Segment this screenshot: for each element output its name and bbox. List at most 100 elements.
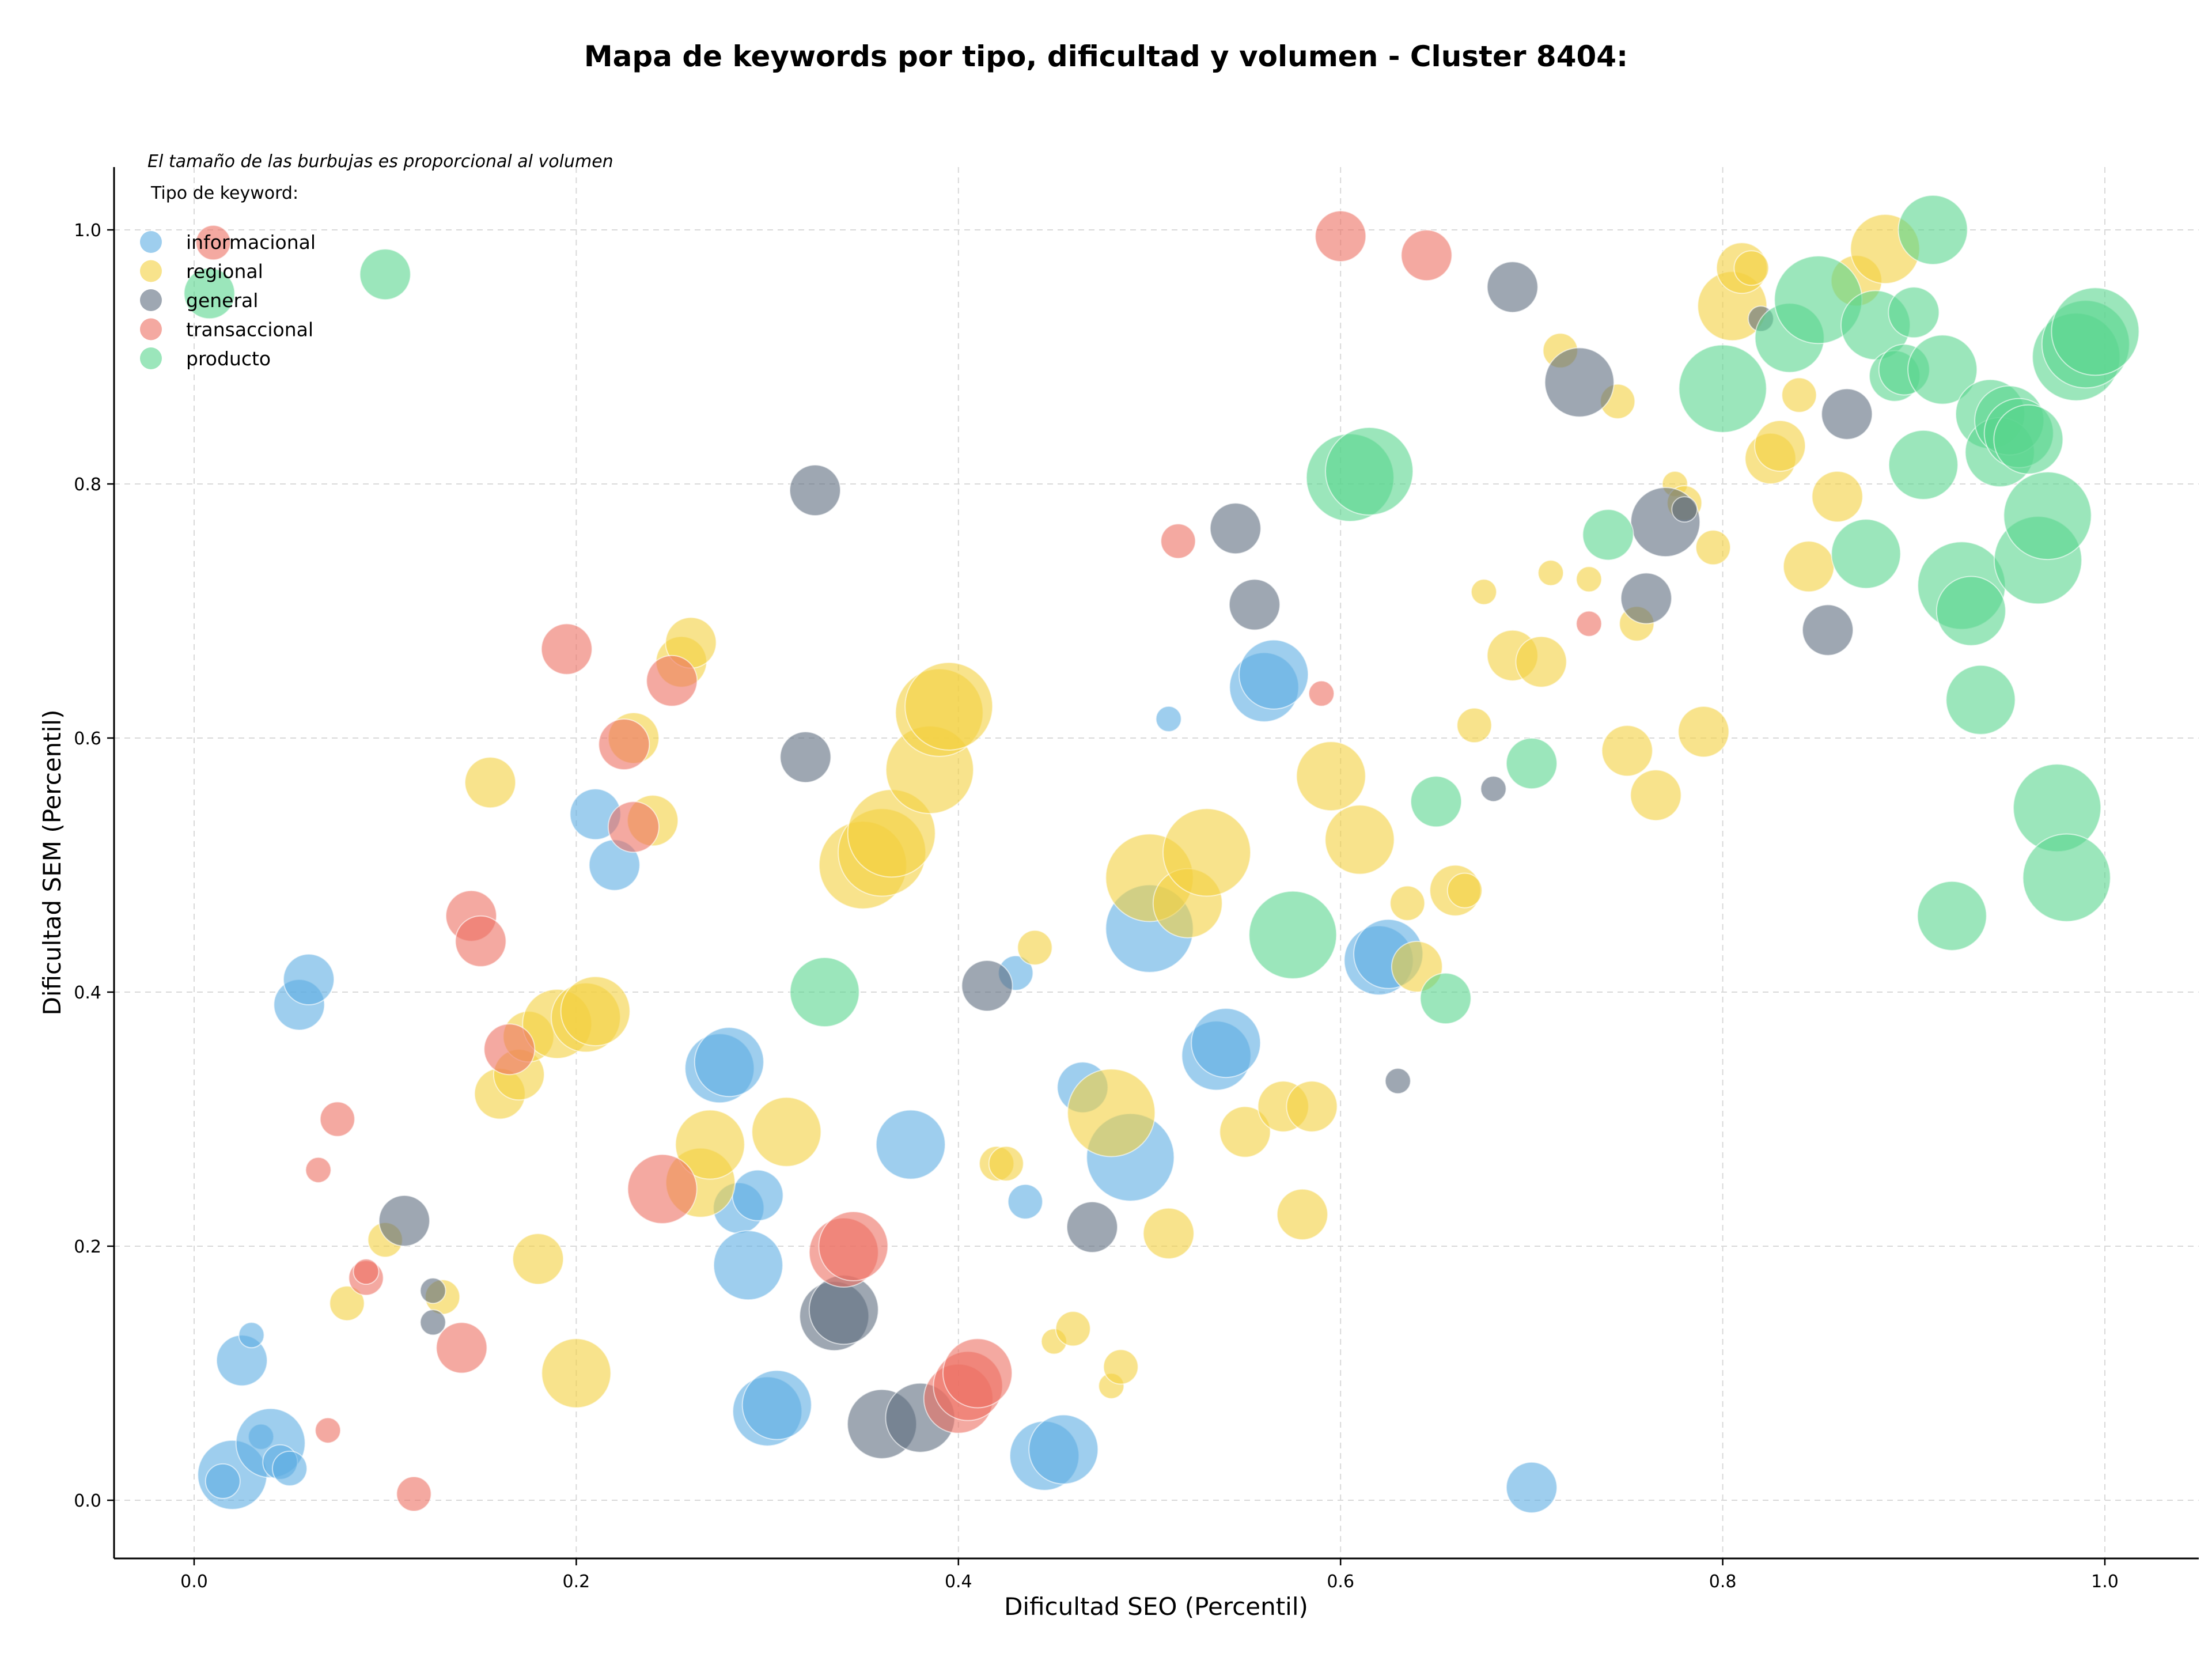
bubble-regional <box>1782 540 1835 593</box>
bubbles <box>183 195 2140 1514</box>
bubble-informacional <box>1155 705 1182 732</box>
bubble-general <box>1802 604 1854 656</box>
y-axis-label: Dificultad SEM (Percentil) <box>38 710 66 1016</box>
bubble-transaccional <box>315 1417 342 1444</box>
bubble-transaccional <box>454 915 507 967</box>
bubble-general <box>1209 502 1262 555</box>
bubble-general <box>1821 388 1873 440</box>
bubble-producto <box>1916 880 1987 951</box>
bubble-producto <box>1945 664 2016 735</box>
bubble-transaccional <box>942 1338 1013 1409</box>
bubble-producto <box>1993 404 2064 475</box>
bubble-producto <box>1936 576 2006 646</box>
bubble-transaccional <box>1308 680 1335 707</box>
bubble-informacional <box>1191 1008 1262 1079</box>
bubble-producto <box>1582 509 1634 561</box>
legend-marker-transaccional <box>140 318 162 340</box>
bubble-regional <box>464 756 517 809</box>
bubble-informacional <box>732 1169 784 1221</box>
bubble-regional <box>1286 1080 1338 1133</box>
bubble-general <box>789 464 841 516</box>
bubble-producto <box>359 248 411 301</box>
bubble-general <box>1486 261 1539 313</box>
chart-title: Mapa de keywords por tipo, dificultad y … <box>584 40 1628 73</box>
bubble-transaccional <box>1315 210 1367 262</box>
bubble-producto <box>183 267 236 320</box>
x-tick-label: 0.6 <box>1327 1572 1354 1592</box>
bubble-transaccional <box>305 1156 332 1183</box>
bubble-transaccional <box>483 1023 536 1076</box>
bubble-regional <box>560 976 631 1047</box>
bubble-producto <box>1410 775 1463 828</box>
bubble-regional <box>1537 559 1565 587</box>
legend-marker-producto <box>140 347 162 369</box>
legend: Tipo de keyword: informacional regional ge… <box>140 183 316 370</box>
bubble-transaccional <box>1575 610 1603 637</box>
bubble-transaccional <box>818 1211 889 1281</box>
x-tick-label: 0.0 <box>180 1572 208 1592</box>
bubble-regional <box>329 1285 365 1322</box>
bubble-transaccional <box>646 654 698 707</box>
bubble-informacional <box>1028 1414 1099 1485</box>
bubble-regional <box>1811 471 1863 523</box>
bubble-transaccional <box>195 225 232 261</box>
bubble-regional <box>1601 725 1653 777</box>
bubble-general <box>961 960 1013 1012</box>
y-ticks: 0.0 0.2 0.4 0.6 0.8 1.0 <box>74 221 114 1511</box>
bubble-informacional <box>741 1369 812 1440</box>
bubble-regional <box>1162 808 1251 897</box>
bubble-transaccional <box>627 1153 698 1224</box>
bubble-informacional <box>1238 639 1309 710</box>
y-tick-label: 0.2 <box>74 1237 101 1257</box>
series-transaccional <box>195 210 1603 1512</box>
bubble-producto <box>1888 429 1959 500</box>
legend-label-transaccional: transaccional <box>186 319 313 341</box>
bubble-regional <box>1103 1349 1139 1385</box>
bubble-producto <box>2051 287 2140 376</box>
bubble-producto <box>2022 833 2111 922</box>
bubble-informacional <box>713 1230 783 1301</box>
legend-label-producto: producto <box>186 347 271 370</box>
bubble-general <box>1228 578 1281 631</box>
bubble-regional <box>541 1338 612 1409</box>
bubble-regional <box>1733 250 1770 286</box>
series-producto <box>183 195 2140 1027</box>
bubble-general <box>419 1277 446 1304</box>
bubble-transaccional <box>598 718 650 770</box>
bubble-transaccional <box>607 801 660 853</box>
bubble-informacional <box>238 1322 265 1349</box>
bubble-producto <box>1888 286 1940 339</box>
bubble-regional <box>1754 419 1806 472</box>
bubble-producto <box>1907 334 1978 405</box>
bubble-regional <box>1067 1068 1156 1157</box>
bubble-general <box>1384 1068 1411 1095</box>
bubble-regional <box>1324 804 1395 875</box>
bubble-regional <box>1276 1188 1328 1240</box>
legend-marker-general <box>140 289 162 311</box>
bubble-producto <box>1419 973 1472 1024</box>
bubble-general <box>1620 572 1672 625</box>
bubble-regional <box>988 1145 1024 1182</box>
legend-label-general: general <box>186 289 258 312</box>
bubble-producto <box>1325 426 1414 516</box>
y-tick-label: 1.0 <box>74 221 101 241</box>
bubble-general <box>1671 496 1698 523</box>
bubble-transaccional <box>1400 229 1453 282</box>
y-tick-label: 0.0 <box>74 1491 101 1511</box>
bubble-informacional <box>694 1027 764 1098</box>
bubble-producto <box>1897 195 1968 265</box>
bubble-regional <box>1781 377 1817 413</box>
legend-marker-informacional <box>140 231 162 253</box>
bubble-producto <box>1248 890 1338 979</box>
bubble-informacional <box>875 1109 946 1180</box>
bubble-regional <box>1219 1106 1271 1158</box>
bubble-informacional <box>204 1463 241 1499</box>
bubble-regional <box>675 1109 745 1180</box>
bubble-informacional <box>1505 1461 1558 1514</box>
bubble-regional <box>1142 1207 1195 1259</box>
bubble-regional <box>1515 635 1567 688</box>
bubble-producto <box>2003 471 2092 561</box>
bubble-regional <box>1017 929 1053 966</box>
bubble-producto <box>1678 344 1767 433</box>
